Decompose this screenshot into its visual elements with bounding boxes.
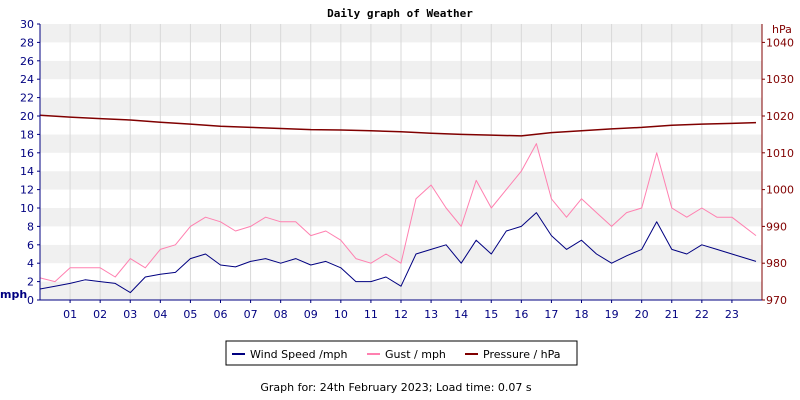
left-tick-label: 18: [20, 128, 34, 141]
right-axis-ticks: 970 980 990 1000 1010 1020 1030 1040: [762, 36, 794, 307]
x-tick-label: 02: [93, 308, 107, 321]
x-tick-label: 08: [274, 308, 288, 321]
left-axis-unit: mph: [0, 288, 27, 301]
legend: Wind Speed /mph Gust / mph Pressure / hP…: [225, 340, 578, 366]
right-tick-label: 1020: [766, 110, 794, 123]
left-tick-label: 10: [20, 202, 34, 215]
x-tick-label: 13: [424, 308, 438, 321]
x-tick-label: 06: [214, 308, 228, 321]
chart-title: Daily graph of Weather: [327, 7, 473, 20]
x-tick-label: 22: [695, 308, 709, 321]
x-tick-label: 09: [304, 308, 318, 321]
series-line-gust: [39, 143, 757, 283]
right-tick-label: 980: [766, 257, 787, 270]
x-tick-label: 07: [244, 308, 258, 321]
series-line-wind: [39, 212, 757, 294]
x-tick-label: 17: [544, 308, 558, 321]
x-tick-label: 16: [514, 308, 528, 321]
x-tick-label: 21: [665, 308, 679, 321]
series-layer: [39, 114, 757, 294]
left-tick-label: 16: [20, 147, 34, 160]
right-tick-label: 1040: [766, 36, 794, 49]
right-tick-label: 990: [766, 220, 787, 233]
x-tick-label: 15: [484, 308, 498, 321]
legend-label-pressure: Pressure / hPa: [483, 348, 561, 361]
x-tick-label: 11: [364, 308, 378, 321]
left-tick-label: 28: [20, 36, 34, 49]
x-tick-label: 05: [183, 308, 197, 321]
left-tick-label: 22: [20, 92, 34, 105]
left-tick-label: 26: [20, 55, 34, 68]
x-tick-label: 14: [454, 308, 468, 321]
left-tick-label: 8: [27, 220, 34, 233]
x-axis-ticks: 01 02 03 04 05 06 07 08 09 10 11 12 13 14 15 16 17 18 19 20…: [63, 300, 739, 321]
left-tick-label: 24: [20, 73, 34, 86]
left-tick-label: 30: [20, 18, 34, 31]
x-tick-label: 12: [394, 308, 408, 321]
x-tick-label: 18: [575, 308, 589, 321]
x-tick-label: 10: [334, 308, 348, 321]
x-tick-label: 20: [635, 308, 649, 321]
series-line-pressure: [39, 114, 757, 137]
right-tick-label: 1010: [766, 147, 794, 160]
left-tick-label: 20: [20, 110, 34, 123]
left-tick-label: 14: [20, 165, 34, 178]
left-tick-label: 6: [27, 239, 34, 252]
x-tick-label: 23: [725, 308, 739, 321]
right-tick-label: 1030: [766, 73, 794, 86]
x-tick-label: 19: [605, 308, 619, 321]
right-tick-label: 1000: [766, 184, 794, 197]
right-tick-label: 970: [766, 294, 787, 307]
x-tick-label: 04: [153, 308, 167, 321]
left-tick-label: 4: [27, 257, 34, 270]
left-tick-label: 0: [27, 294, 34, 307]
left-tick-label: 2: [27, 276, 34, 289]
x-tick-label: 03: [123, 308, 137, 321]
legend-label-wind: Wind Speed /mph: [250, 348, 348, 361]
right-axis-unit: hPa: [772, 23, 792, 36]
vertical-gridlines: [69, 24, 733, 300]
legend-label-gust: Gust / mph: [385, 348, 446, 361]
left-tick-label: 12: [20, 184, 34, 197]
x-tick-label: 01: [63, 308, 77, 321]
legend-box: [225, 340, 578, 366]
footer-text: Graph for: 24th February 2023; Load time…: [260, 381, 532, 394]
